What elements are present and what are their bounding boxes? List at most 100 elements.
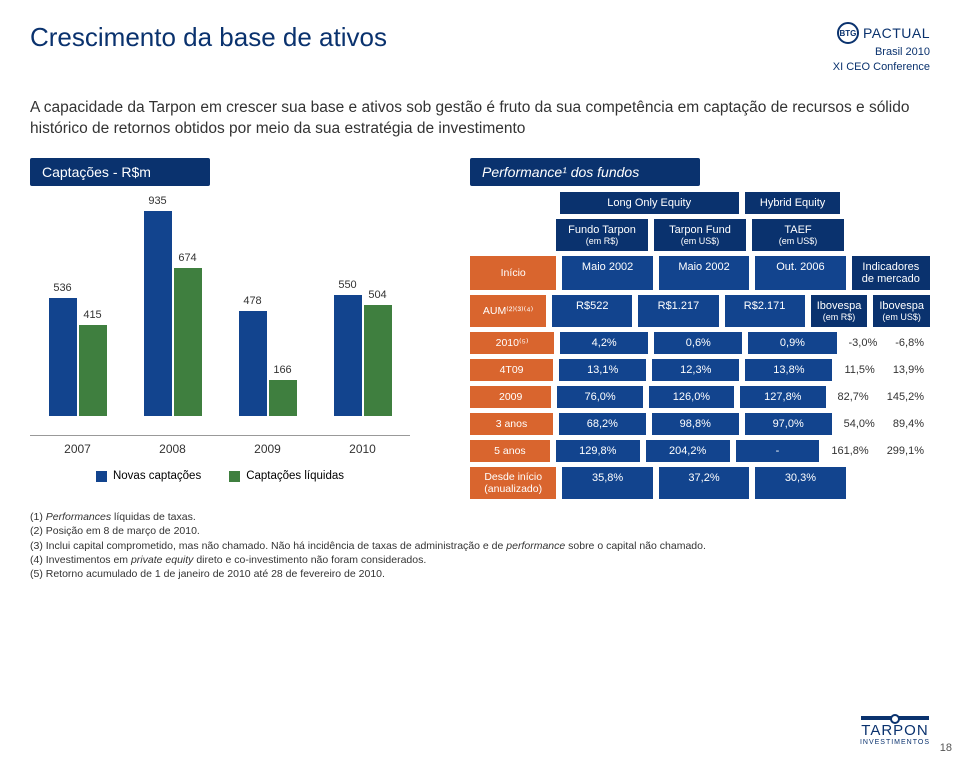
perf-cell: 0,9% [748, 332, 836, 354]
indicator-cell: 299,1% [881, 440, 930, 462]
perf-row: 3 anos 68,2% 98,8% 97,0% 54,0% 89,4% [470, 413, 930, 435]
perf-cell: 35,8% [562, 467, 652, 499]
perf-cell: Out. 2006 [755, 256, 845, 290]
perf-cell: 37,2% [659, 467, 749, 499]
indicator-cell: -3,0% [843, 332, 884, 354]
indicator-block [852, 467, 930, 499]
legend-item: Novas captações [96, 470, 201, 482]
indicator-block: 11,5%13,9% [838, 359, 930, 381]
perf-row-label: 2010⁽⁵⁾ [470, 332, 554, 354]
perf-cell: R$1.217 [638, 295, 718, 327]
bar: 478 [239, 311, 267, 416]
bar: 504 [364, 305, 392, 416]
perf-cell: 126,0% [649, 386, 734, 408]
perf-cell: 76,0% [557, 386, 642, 408]
hdr-taef: TAEF(em US$) [752, 219, 844, 251]
captacoes-chart: 536415935674478166550504 200720082009201… [30, 196, 410, 456]
performance-panel: Performance¹ dos fundos Long Only Equity… [470, 158, 930, 504]
perf-cell: 97,0% [745, 413, 832, 435]
perf-cell: 13,8% [745, 359, 832, 381]
conference-line2: XI CEO Conference [833, 61, 930, 74]
page-title: Crescimento da base de ativos [30, 22, 387, 53]
bar: 166 [269, 380, 297, 417]
bar-value-label: 536 [53, 282, 71, 294]
x-axis-label: 2007 [64, 442, 91, 456]
perf-row-label: AUM⁽²⁾⁽³⁾⁽⁴⁾ [470, 295, 546, 327]
perf-row: Desde início (anualizado)35,8%37,2%30,3% [470, 467, 930, 499]
indicator-block: 82,7% 145,2% [832, 386, 931, 408]
bar-value-label: 935 [148, 195, 166, 207]
footnotes: (1) Performances líquidas de taxas. (2) … [30, 510, 930, 581]
indicator-block: -3,0%-6,8% [843, 332, 931, 354]
perf-cell: 98,8% [652, 413, 739, 435]
perf-cell: R$2.171 [725, 295, 805, 327]
hdr-long-only: Long Only Equity [560, 192, 739, 214]
perf-row-label: 4T09 [470, 359, 553, 381]
legend-item: Captações líquidas [229, 470, 344, 482]
captacoes-panel: Captações - R$m 536415935674478166550504… [30, 158, 410, 504]
bar: 536 [49, 298, 77, 416]
captacoes-heading: Captações - R$m [30, 158, 210, 186]
bar-value-label: 478 [243, 295, 261, 307]
ibov-header: Ibovespa(em R$) [811, 295, 868, 327]
perf-cell: R$522 [552, 295, 632, 327]
perf-row: 5 anos129,8%204,2%-161,8%299,1% [470, 440, 930, 462]
brand-logo: BTG PACTUAL Brasil 2010 XI CEO Conferenc… [833, 22, 930, 74]
perf-cell: 30,3% [755, 467, 845, 499]
bar-value-label: 550 [338, 279, 356, 291]
perf-row: AUM⁽²⁾⁽³⁾⁽⁴⁾R$522R$1.217R$2.171Ibovespa(… [470, 295, 930, 327]
perf-row: 2010⁽⁵⁾ 4,2% 0,6% 0,9% -3,0%-6,8% [470, 332, 930, 354]
hdr-tarpon-fund: Tarpon Fund(em US$) [654, 219, 746, 251]
bar-value-label: 415 [83, 309, 101, 321]
perf-cell: - [736, 440, 820, 462]
perf-cell: 0,6% [654, 332, 742, 354]
indicator-cell: 54,0% [838, 413, 881, 435]
indicator-block: Ibovespa(em R$)Ibovespa(em US$) [811, 295, 930, 327]
bar-group: 536 415 [43, 298, 113, 416]
performance-heading: Performance¹ dos fundos [470, 158, 700, 186]
indicator-block: 54,0% 89,4% [838, 413, 930, 435]
perf-row-label: 2009 [470, 386, 551, 408]
indicator-cell: 82,7% [832, 386, 875, 408]
perf-row: InícioMaio 2002Maio 2002Out. 2006Indicad… [470, 256, 930, 290]
bar: 674 [174, 268, 202, 416]
perf-cell: 4,2% [560, 332, 648, 354]
tarpon-logo: TARPON INVESTIMENTOS [860, 716, 930, 746]
brand-suffix: PACTUAL [863, 25, 930, 41]
subtitle-text: A capacidade da Tarpon em crescer sua ba… [30, 98, 930, 140]
bar-value-label: 674 [178, 252, 196, 264]
indicadores-title: Indicadores de mercado [852, 256, 930, 290]
conference-line1: Brasil 2010 [833, 46, 930, 59]
indicator-cell: 161,8% [825, 440, 874, 462]
x-axis-label: 2009 [254, 442, 281, 456]
indicator-cell: 89,4% [887, 413, 930, 435]
perf-row-label: 3 anos [470, 413, 553, 435]
bar: 550 [334, 295, 362, 416]
perf-cell: Maio 2002 [562, 256, 652, 290]
perf-row-label: 5 anos [470, 440, 550, 462]
perf-cell: 127,8% [740, 386, 825, 408]
indicator-block: 161,8% 299,1% [825, 440, 930, 462]
hdr-fundo-tarpon: Fundo Tarpon(em R$) [556, 219, 648, 251]
perf-cell: 12,3% [652, 359, 739, 381]
bar-group: 935674 [138, 211, 208, 417]
perf-cell: Maio 2002 [659, 256, 749, 290]
indicator-cell: -6,8% [889, 332, 930, 354]
perf-row-label: Início [470, 256, 556, 290]
indicator-cell: 145,2% [881, 386, 930, 408]
bar: 935 [144, 211, 172, 417]
perf-cell: 68,2% [559, 413, 646, 435]
perf-cell: 129,8% [556, 440, 640, 462]
perf-cell: 13,1% [559, 359, 646, 381]
hdr-hybrid: Hybrid Equity [745, 192, 841, 214]
ibov-header: Ibovespa(em US$) [873, 295, 930, 327]
bar-value-label: 504 [368, 289, 386, 301]
perf-row: 2009 76,0% 126,0% 127,8% 82,7% 145,2% [470, 386, 930, 408]
perf-row-label: Desde início (anualizado) [470, 467, 556, 499]
btg-icon: BTG [837, 22, 859, 44]
x-axis-label: 2008 [159, 442, 186, 456]
x-axis-label: 2010 [349, 442, 376, 456]
bar-group: 550504 [328, 295, 398, 416]
perf-row: 4T09 13,1% 12,3% 13,8% 11,5%13,9% [470, 359, 930, 381]
page-number: 18 [940, 742, 952, 754]
